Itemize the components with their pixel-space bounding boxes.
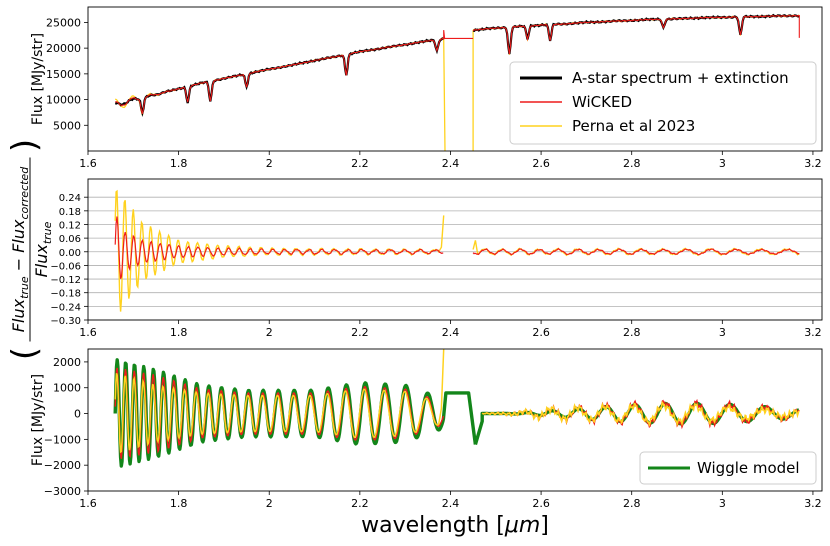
- x-tick-label: 3: [719, 157, 726, 170]
- panel-middle-residuals: 1.6 1.8 2 2.2 2.4 2.6 2.8 3 3.2 −0.30 −0.24 −0.18 −0…: [5, 139, 823, 360]
- x-tick-label: 2: [266, 326, 273, 339]
- series-line-wicked-b: [472, 14, 800, 55]
- y-axis-label: Flux [MJy/str]: [30, 33, 46, 125]
- series-group: [114, 13, 800, 151]
- y-tick-label: 2000: [53, 356, 81, 369]
- x-tick-label: 2: [266, 497, 273, 510]
- x-tick-label: 2.8: [623, 497, 641, 510]
- x-tick-label: 2.6: [532, 157, 550, 170]
- x-tick-label: 1.6: [79, 497, 97, 510]
- x-tick-label: 3.2: [804, 326, 822, 339]
- legend-label: WiCKED: [572, 93, 632, 111]
- y-tick-label: −0.06: [50, 261, 81, 272]
- paren-left: (: [5, 347, 45, 360]
- x-tick-label: 1.6: [79, 326, 97, 339]
- legend-label: Perna et al 2023: [572, 117, 695, 135]
- paren-right: ): [5, 139, 45, 152]
- y-tick-label: −0.12: [50, 275, 81, 286]
- y-tick-label: 0.06: [59, 234, 81, 245]
- y-tick-label: −1000: [44, 433, 81, 446]
- axes-frame: [87, 348, 823, 492]
- y-tick-label: 0.18: [59, 207, 81, 218]
- y-tick-label: 1000: [53, 382, 81, 395]
- xlabel-part: wavelength [: [361, 513, 505, 538]
- y-tick-label: 20000: [46, 42, 81, 55]
- x-tick-label: 2.6: [532, 326, 550, 339]
- x-tick-label: 3.2: [804, 157, 822, 170]
- ylabel-part: true: [41, 221, 54, 244]
- x-tick-label: 2.4: [442, 326, 460, 339]
- ylabel-part: − Flux: [9, 219, 28, 276]
- y-tick-label: −0.24: [50, 302, 81, 313]
- y-tick-label: 10000: [46, 94, 81, 107]
- x-tick-label: 2.4: [442, 497, 460, 510]
- series-line-wicked-wiggle-a: [114, 367, 445, 459]
- y-tick-label: 5000: [53, 119, 81, 132]
- ylabel-part: true: [18, 276, 31, 299]
- ylabel-denominator: Fluxtrue: [32, 221, 54, 277]
- series-group: [114, 189, 800, 312]
- y-tick-label: 0.12: [59, 220, 81, 231]
- x-tick-label: 1.6: [79, 157, 97, 170]
- x-tick-label: 2: [266, 157, 273, 170]
- panel-top-spectrum: 1.6 1.8 2 2.2 2.4 2.6 2.8 3 3.2 5000 10000 15000 200…: [30, 6, 823, 170]
- x-tick-label: 2.8: [623, 326, 641, 339]
- x-tick-label: 1.8: [170, 497, 188, 510]
- x-axis-label: wavelength [μm]: [361, 513, 549, 538]
- x-tick-label: 2.6: [532, 497, 550, 510]
- plot-area: [88, 179, 822, 320]
- series-line-wicked-resid-a: [114, 216, 444, 279]
- xlabel-part: ]: [540, 513, 549, 538]
- y-tick-label: 25000: [46, 16, 81, 29]
- x-tick-label: 2.2: [351, 157, 369, 170]
- x-tick-label: 2.4: [442, 157, 460, 170]
- axes-frame: [87, 178, 823, 321]
- y-tick-label: 0.24: [59, 193, 81, 204]
- series-line-wicked-a: [114, 30, 474, 114]
- x-tick-label: 2.8: [623, 157, 641, 170]
- x-tick-label: 2.2: [351, 326, 369, 339]
- y-tick-label: −0.18: [50, 289, 81, 300]
- x-tick-label: 1.8: [170, 157, 188, 170]
- legend-frame: [639, 451, 817, 485]
- x-tick-label: 1.8: [170, 326, 188, 339]
- series-line-perna-wiggle-a: [114, 349, 445, 454]
- series-line-wicked-resid-b: [472, 247, 800, 256]
- legend-frame: [509, 61, 817, 145]
- y-tick-label: −3000: [44, 485, 81, 498]
- legend-label: Wiggle model: [697, 459, 800, 477]
- y-tick-label: 15000: [46, 68, 81, 81]
- y-tick-label: 0.00: [59, 248, 81, 259]
- series-line-perna-wiggle-b: [481, 400, 800, 428]
- panel-bottom-wiggles: 1.6 1.8 2 2.2 2.4 2.6 2.8 3 3.2 −3000 −2000 −1000 0 1…: [30, 348, 823, 538]
- ylabel-part: Flux: [32, 244, 51, 278]
- y-tick-label: −0.30: [50, 316, 81, 327]
- axes-frame: [87, 6, 823, 152]
- y-tick-label: 0: [74, 408, 81, 421]
- x-tick-label: 3: [719, 497, 726, 510]
- y-tick-label: −2000: [44, 459, 81, 472]
- ylabel-numerator: Fluxtrue − Fluxcorrected: [9, 166, 31, 332]
- ylabel-part: Flux: [9, 298, 28, 332]
- legend: A-star spectrum + extinction WiCKED Perna …: [509, 61, 817, 145]
- y-axis-label: Flux [MJy/str]: [30, 374, 46, 466]
- x-tick-label: 3: [719, 326, 726, 339]
- legend: Wiggle model: [639, 451, 817, 485]
- x-tick-label: 3.2: [804, 497, 822, 510]
- legend-label: A-star spectrum + extinction: [572, 69, 789, 87]
- series-group: [113, 349, 800, 468]
- xlabel-part: μm: [504, 513, 540, 538]
- x-tick-label: 2.2: [351, 497, 369, 510]
- ylabel-part: corrected: [18, 166, 31, 220]
